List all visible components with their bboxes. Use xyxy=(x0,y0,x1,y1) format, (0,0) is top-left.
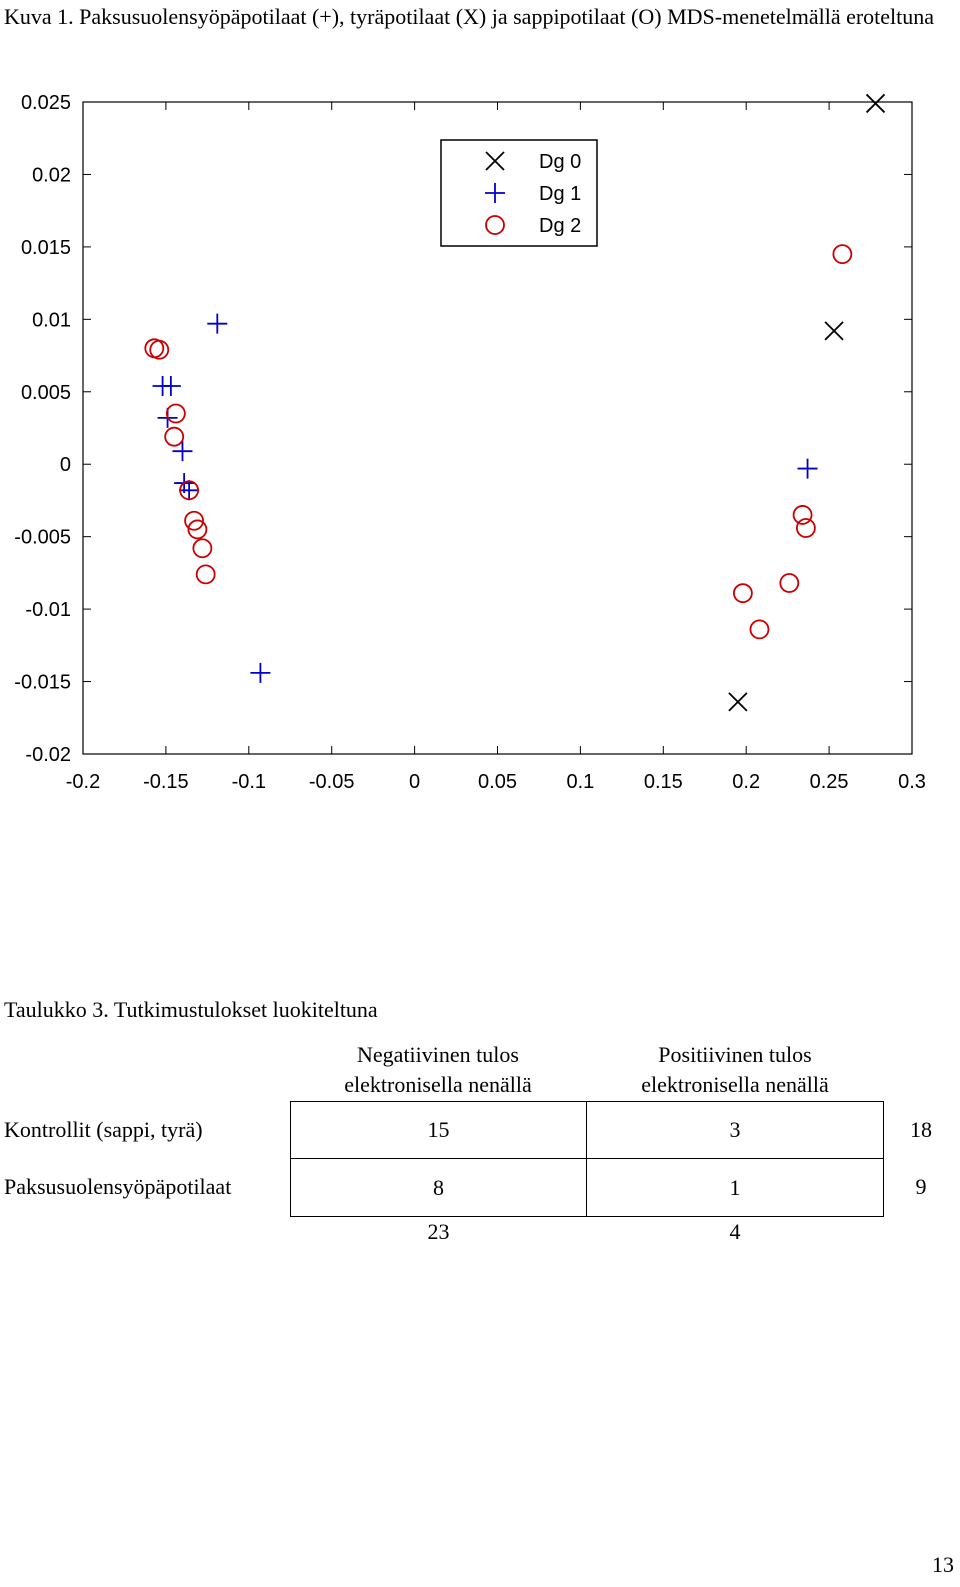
x-tick-label: -0.05 xyxy=(309,771,355,793)
x-tick-label: 0.3 xyxy=(898,771,926,793)
y-tick-label: 0.01 xyxy=(32,309,71,331)
data-point-dg-1 xyxy=(250,662,271,683)
data-point-dg-2 xyxy=(179,480,200,501)
y-tick-label: -0.02 xyxy=(25,744,71,766)
column-header-positive-line1: Positiivinen tulos xyxy=(658,1042,812,1067)
x-tick-label: -0.15 xyxy=(143,771,189,793)
data-point-dg-2 xyxy=(832,244,853,265)
column-header-negative-line2: elektronisella nenällä xyxy=(344,1072,532,1097)
column-header-positive: Positiivinen tulos elektronisella nenäll… xyxy=(585,1040,885,1100)
row-label-controls: Kontrollit (sappi, tyrä) xyxy=(4,1117,203,1142)
data-point-dg-2 xyxy=(195,564,216,585)
x-tick-label: 0 xyxy=(409,771,420,793)
cell-controls-negative: 15 xyxy=(290,1101,587,1159)
x-tick-label: 0.2 xyxy=(732,771,760,793)
column-total-negative: 23 xyxy=(427,1219,450,1244)
legend-label-dg-2: Dg 2 xyxy=(539,215,581,237)
legend-label-dg-1: Dg 1 xyxy=(539,183,581,205)
y-tick-label: 0 xyxy=(60,454,71,476)
data-point-dg-2 xyxy=(192,538,213,559)
legend-box xyxy=(440,139,598,247)
data-point-dg-2 xyxy=(795,518,816,538)
data-point-dg-2 xyxy=(792,505,813,525)
data-point-dg-1 xyxy=(160,375,181,396)
data-point-dg-2 xyxy=(149,339,170,360)
y-tick-label: -0.015 xyxy=(14,672,71,694)
x-tick-label: 0.25 xyxy=(810,771,849,793)
row-total-cancer-patients: 9 xyxy=(915,1174,927,1199)
data-point-dg-1 xyxy=(797,458,818,479)
x-tick-label: 0.05 xyxy=(478,771,517,793)
data-point-dg-2 xyxy=(749,619,770,640)
data-point-dg-0 xyxy=(824,321,844,341)
data-point-dg-1 xyxy=(207,313,228,334)
y-tick-label: -0.01 xyxy=(25,599,71,621)
data-point-dg-1 xyxy=(172,441,193,462)
data-point-dg-0 xyxy=(728,692,748,712)
data-point-dg-2 xyxy=(187,519,208,540)
data-point-dg-1 xyxy=(179,480,200,501)
legend-label-dg-0: Dg 0 xyxy=(539,151,581,173)
column-header-positive-line2: elektronisella nenällä xyxy=(641,1072,829,1097)
column-header-negative-line1: Negatiivinen tulos xyxy=(357,1042,519,1067)
cell-controls-positive: 3 xyxy=(586,1101,884,1159)
mds-scatter-plot: -0.2 -0.15 -0.1 -0.05 0 0.05 0.1 0.15 0.2 0.25 0.3… xyxy=(14,92,926,793)
page-number: 13 xyxy=(932,1552,954,1577)
data-point-dg-2 xyxy=(779,573,800,593)
legend-marker-dg-1 xyxy=(485,183,505,203)
y-tick-label: 0.005 xyxy=(21,382,71,404)
figure-caption: Kuva 1. Paksusuolensyöpäpotilaat (+), ty… xyxy=(4,4,935,29)
legend-marker-dg-2 xyxy=(485,215,505,235)
data-point-dg-2 xyxy=(165,403,186,424)
row-label-cancer-patients: Paksusuolensyöpäpotilaat xyxy=(4,1174,232,1199)
cell-cancer-negative: 8 xyxy=(290,1158,587,1217)
x-tick-label: -0.1 xyxy=(232,771,266,793)
x-tick-label: -0.2 xyxy=(66,771,100,793)
table-caption: Taulukko 3. Tutkimustulokset luokiteltun… xyxy=(4,997,378,1022)
y-tick-label: 0.02 xyxy=(32,164,71,186)
cell-cancer-positive: 1 xyxy=(586,1158,884,1217)
row-total-controls: 18 xyxy=(910,1117,932,1142)
x-tick-label: 0.15 xyxy=(644,771,683,793)
data-point-dg-0 xyxy=(865,93,886,114)
legend-marker-dg-0 xyxy=(485,151,505,171)
y-tick-label: -0.005 xyxy=(14,527,71,549)
x-tick-label: 0.1 xyxy=(566,771,594,793)
data-point-dg-2 xyxy=(732,583,753,604)
data-point-dg-2 xyxy=(184,510,204,531)
column-total-positive: 4 xyxy=(729,1219,741,1244)
y-tick-label: 0.015 xyxy=(21,237,71,259)
y-tick-label: 0.025 xyxy=(21,92,71,114)
data-point-dg-2 xyxy=(164,426,185,447)
column-header-negative: Negatiivinen tulos elektronisella nenäll… xyxy=(288,1040,588,1100)
